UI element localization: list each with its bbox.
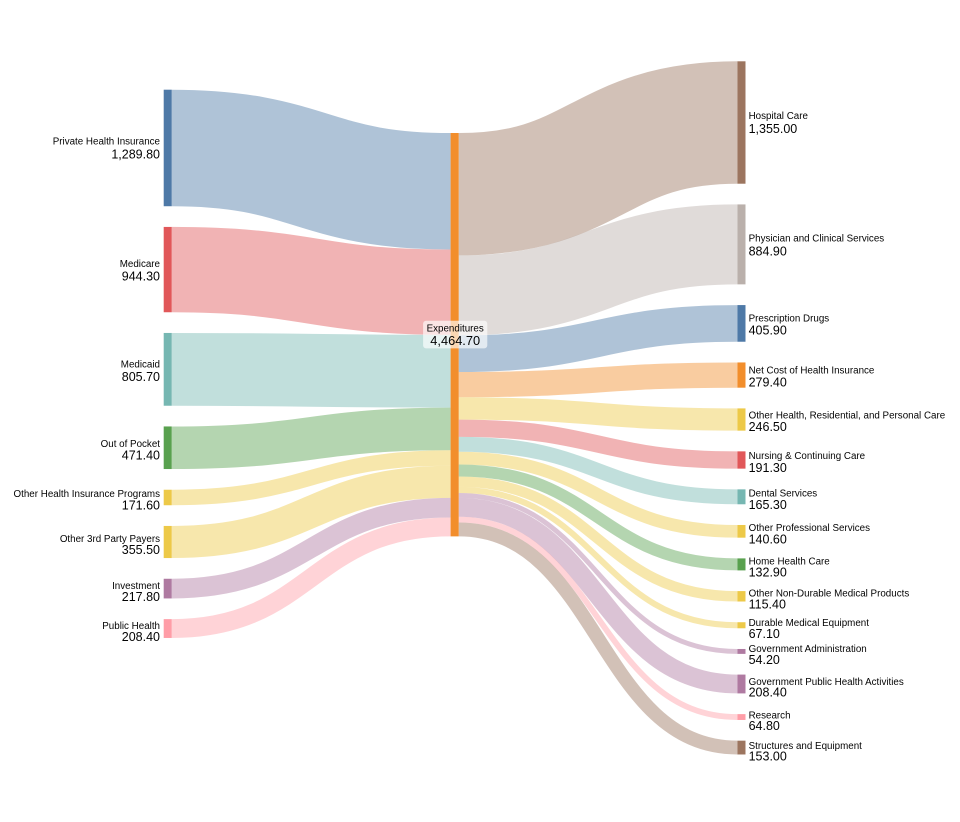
svg-text:Net Cost of Health Insurance: Net Cost of Health Insurance (749, 365, 875, 376)
svg-text:Medicare: Medicare (120, 259, 161, 270)
svg-text:4,464.70: 4,464.70 (430, 333, 480, 348)
svg-text:405.90: 405.90 (749, 324, 787, 338)
svg-text:67.10: 67.10 (749, 627, 780, 641)
svg-text:805.70: 805.70 (122, 370, 160, 384)
svg-text:140.60: 140.60 (749, 532, 787, 546)
svg-text:191.30: 191.30 (749, 461, 787, 475)
svg-text:Other Health, Residential, and: Other Health, Residential, and Personal … (749, 410, 946, 421)
svg-text:Expenditures: Expenditures (427, 324, 484, 335)
svg-text:Government Administration: Government Administration (749, 644, 867, 655)
svg-text:Other Health Insurance Program: Other Health Insurance Programs (14, 489, 161, 500)
svg-text:165.30: 165.30 (749, 498, 787, 512)
svg-text:Prescription Drugs: Prescription Drugs (749, 313, 830, 324)
svg-text:Other Non-Durable Medical Prod: Other Non-Durable Medical Products (749, 589, 910, 600)
svg-text:Physician and Clinical Service: Physician and Clinical Services (749, 234, 885, 245)
svg-text:Government Public Health Activ: Government Public Health Activities (749, 677, 904, 688)
svg-text:Dental Services: Dental Services (749, 488, 818, 499)
svg-text:355.50: 355.50 (122, 543, 160, 557)
svg-text:Other 3rd Party Payers: Other 3rd Party Payers (60, 534, 160, 545)
svg-text:54.20: 54.20 (749, 653, 780, 667)
svg-text:884.90: 884.90 (749, 244, 787, 258)
svg-text:246.50: 246.50 (749, 420, 787, 434)
svg-text:Public Health: Public Health (102, 621, 160, 632)
svg-text:Medicaid: Medicaid (121, 360, 160, 371)
svg-text:279.40: 279.40 (749, 376, 787, 390)
svg-text:208.40: 208.40 (122, 630, 160, 644)
svg-text:171.60: 171.60 (122, 498, 160, 512)
svg-text:Hospital Care: Hospital Care (749, 111, 809, 122)
svg-text:Durable Medical Equipment: Durable Medical Equipment (749, 618, 870, 629)
svg-text:Out of Pocket: Out of Pocket (101, 439, 161, 450)
svg-text:208.40: 208.40 (749, 686, 787, 700)
svg-text:1,355.00: 1,355.00 (749, 122, 798, 136)
svg-text:Investment: Investment (112, 581, 160, 592)
svg-text:1,289.80: 1,289.80 (111, 148, 160, 162)
svg-text:Research: Research (749, 710, 791, 721)
svg-text:64.80: 64.80 (749, 719, 780, 733)
svg-text:115.40: 115.40 (749, 598, 786, 612)
svg-text:Structures and Equipment: Structures and Equipment (749, 741, 863, 752)
svg-text:471.40: 471.40 (122, 449, 160, 463)
svg-text:Other Professional Services: Other Professional Services (749, 523, 871, 534)
svg-text:944.30: 944.30 (122, 270, 160, 284)
svg-text:Home Health Care: Home Health Care (749, 556, 831, 567)
svg-text:217.80: 217.80 (122, 590, 160, 604)
svg-text:132.90: 132.90 (749, 566, 787, 580)
svg-text:Private Health Insurance: Private Health Insurance (53, 136, 161, 147)
svg-text:153.00: 153.00 (749, 750, 787, 764)
svg-text:Nursing & Continuing Care: Nursing & Continuing Care (749, 451, 866, 462)
